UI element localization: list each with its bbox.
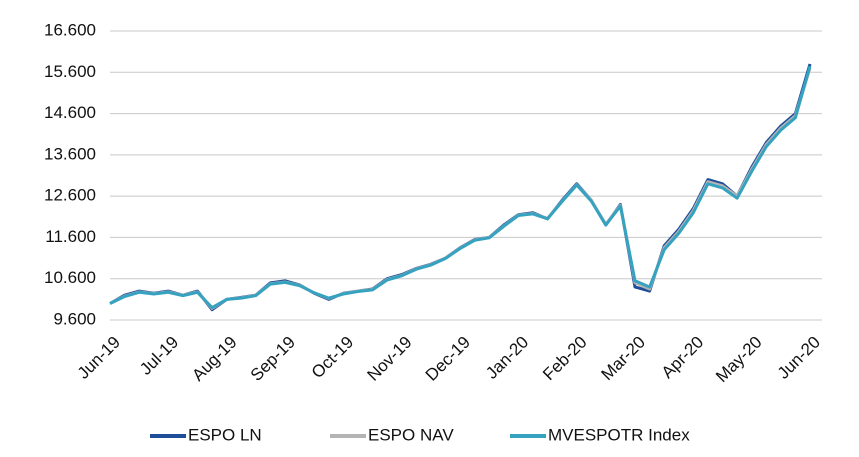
- series-line: [109, 65, 812, 310]
- legend-label: ESPO NAV: [368, 425, 454, 444]
- legend-label: MVESPOTR Index: [548, 425, 690, 444]
- y-tick-label: 11.600: [45, 227, 96, 246]
- y-tick-label: 15.600: [44, 62, 96, 81]
- y-tick-label: 10.600: [44, 268, 96, 287]
- y-tick-label: 14.600: [44, 103, 96, 122]
- legend-label: ESPO LN: [188, 425, 262, 444]
- y-tick-label: 16.600: [44, 20, 96, 39]
- y-tick-label: 12.600: [44, 186, 96, 205]
- y-tick-label: 9.600: [53, 309, 96, 328]
- y-tick-label: 13.600: [44, 144, 96, 163]
